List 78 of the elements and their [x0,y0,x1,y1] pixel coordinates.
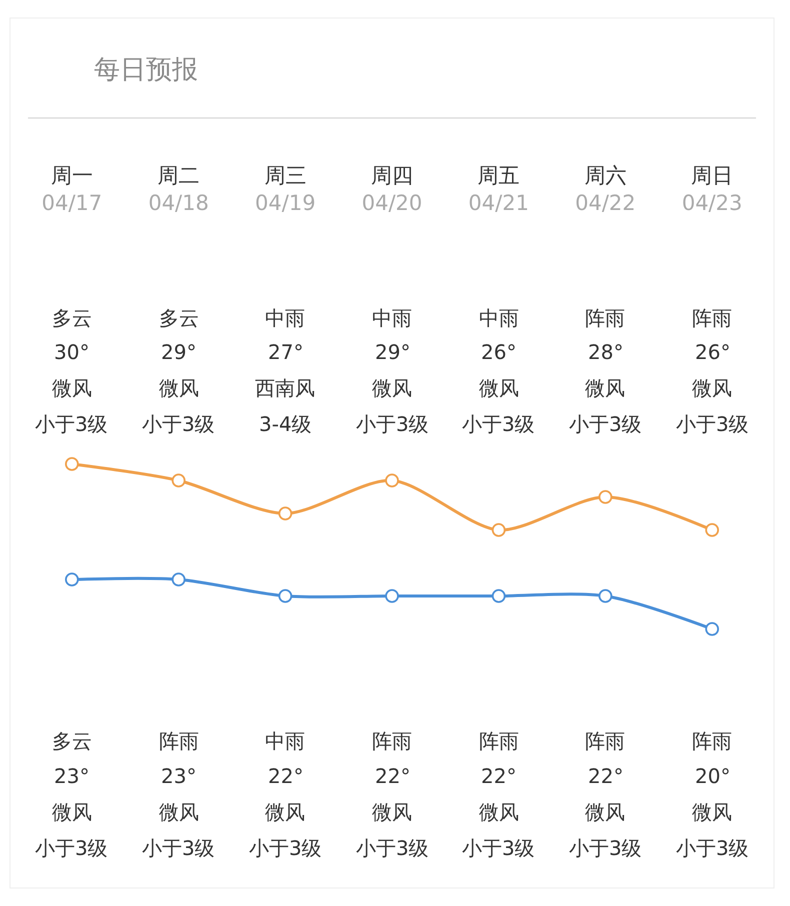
text: 微风 [692,800,732,824]
text: 微风 [479,800,519,824]
text: 微风 [372,376,412,400]
point [598,589,612,603]
x-tick-label: 周六 04/22 [575,164,636,215]
text: 小于3级 [356,836,429,860]
text: 小于3级 [249,836,322,860]
point [278,506,292,520]
point [705,523,719,537]
x-tick-label: 周一 04/17 [42,164,102,215]
data-label: 23° [161,764,196,788]
text: 多云 [159,306,199,330]
text: 多云 [52,729,92,753]
text: 小于3级 [142,412,215,436]
text: 阵雨 [585,729,625,753]
text: 微风 [52,376,92,400]
point [385,589,399,603]
data-label: 30° [54,340,90,364]
text: 阵雨 [692,729,732,753]
text: 微风 [692,376,732,400]
text: 中雨 [479,306,519,330]
point [172,572,186,586]
text: 小于3级 [569,412,642,436]
text: 微风 [52,800,92,824]
x-tick-label: 周四 04/20 [362,164,422,215]
text: 微风 [479,376,519,400]
text: 阵雨 [585,306,625,330]
text: 小于3级 [35,412,108,436]
text: 小于3级 [676,836,749,860]
text: 小于3级 [462,836,535,860]
text: 阵雨 [159,729,199,753]
text: 阵雨 [479,729,519,753]
text: 微风 [372,800,412,824]
data-label: 29° [375,340,410,364]
data-label: 22° [588,764,624,788]
point [492,523,506,537]
text: 小于3级 [35,836,108,860]
text: 微风 [159,376,199,400]
x-tick-label: 周五 04/21 [468,164,529,215]
text: 小于3级 [356,412,429,436]
text: 微风 [159,800,199,824]
text: 微风 [585,376,625,400]
point [172,474,186,488]
data-label: 20° [695,764,730,788]
data-label: 22° [481,764,516,788]
point [705,622,719,636]
data-label: 22° [268,764,304,788]
text: 阵雨 [372,729,412,753]
point [385,474,399,488]
text: 中雨 [265,306,305,330]
text: 小于3级 [569,836,642,860]
text: 小于3级 [462,412,535,436]
chart-title: 每日预报 [94,55,198,85]
text: 微风 [585,800,625,824]
point [492,589,506,603]
point [598,490,612,504]
text: 多云 [52,306,92,330]
data-label: 23° [54,764,90,788]
x-tick-label: 周二 04/18 [148,164,209,215]
text: 西南风 [255,376,315,400]
x-tick-label: 周日 04/23 [682,164,742,215]
point [278,589,292,603]
data-label: 22° [375,764,410,788]
text: 中雨 [265,729,305,753]
text: 微风 [265,800,305,824]
x-tick-label: 周三 04/19 [255,164,316,215]
text: 3-4级 [259,412,312,436]
point [65,572,79,586]
text: 小于3级 [142,836,215,860]
text: 阵雨 [692,306,732,330]
data-label: 26° [481,340,516,364]
data-label: 26° [695,340,730,364]
data-label: 27° [268,340,304,364]
point [65,457,79,471]
data-label: 29° [161,340,196,364]
text: 小于3级 [676,412,749,436]
text: 中雨 [372,306,412,330]
data-label: 28° [588,340,624,364]
